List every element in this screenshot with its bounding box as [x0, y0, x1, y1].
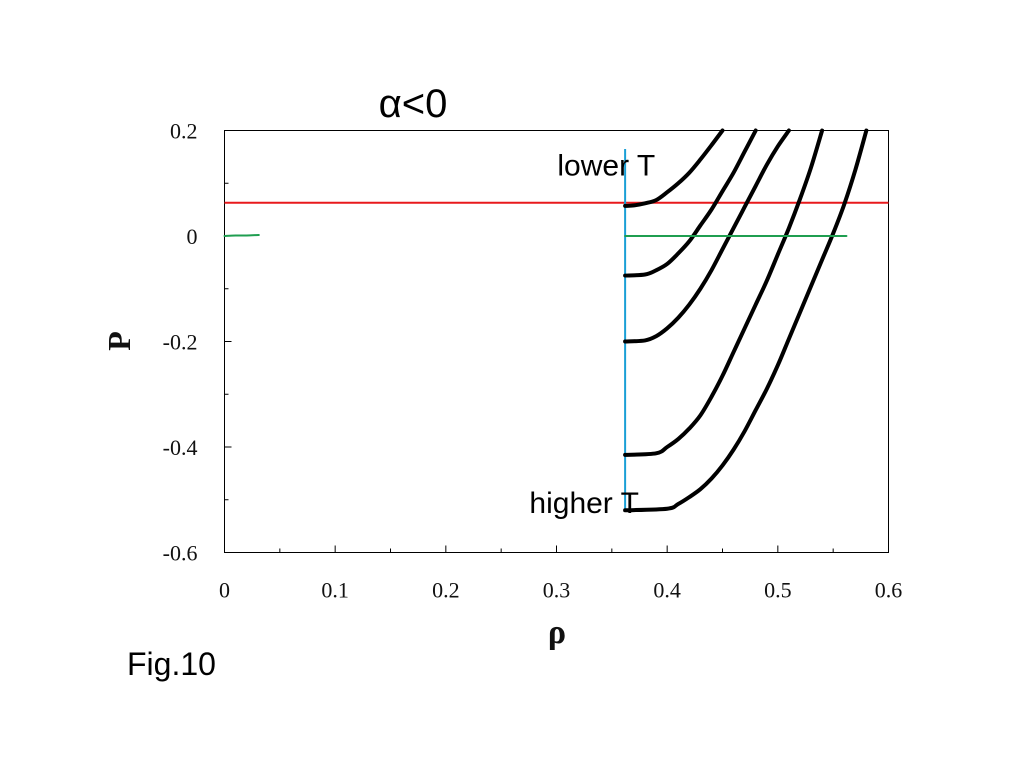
annotation-higher-t: higher T	[529, 487, 639, 520]
x-tick-label: 0.2	[432, 578, 460, 603]
isotherm-curve-3	[623, 128, 791, 344]
y-axis-title: P	[101, 331, 137, 351]
y-tick-label: -0.4	[163, 435, 198, 460]
x-axis: 0 0.1 0.2 0.3 0.4 0.5 0.6	[219, 545, 903, 603]
x-tick-label: 0.1	[321, 578, 349, 603]
y-tick-label: 0.2	[170, 119, 198, 144]
x-tick-label: 0.5	[764, 578, 792, 603]
isotherm-curve-1	[623, 128, 725, 208]
x-axis-title: ρ	[548, 614, 566, 651]
x-tick-label: 0	[219, 578, 230, 603]
annotation-lower-t: lower T	[557, 149, 655, 182]
y-tick-label: -0.6	[163, 541, 198, 566]
x-tick-label: 0.6	[875, 578, 903, 603]
y-axis: 0.2 0 -0.2 -0.4 -0.6	[163, 119, 232, 566]
y-tick-label: 0	[187, 224, 198, 249]
isotherm-curve-2	[623, 128, 758, 278]
y-tick-label: -0.2	[163, 330, 198, 355]
series-layer	[223, 128, 869, 513]
green-reference-line-6	[223, 233, 260, 237]
x-tick-label: 0.3	[543, 578, 571, 603]
isotherm-curve-4	[623, 128, 825, 457]
reference-lines	[224, 148, 889, 511]
chart-title: α<0	[379, 82, 448, 126]
figure-caption: Fig.10	[127, 646, 216, 682]
x-tick-label: 0.4	[653, 578, 681, 603]
